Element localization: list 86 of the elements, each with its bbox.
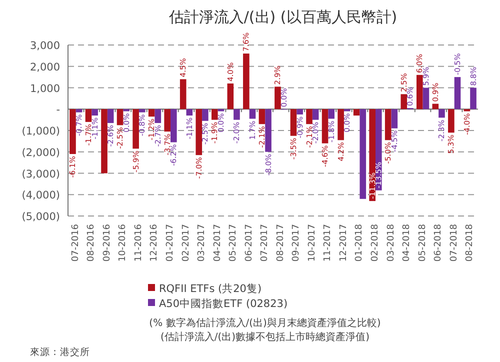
bar	[92, 109, 98, 116]
bar	[116, 109, 124, 126]
bar	[438, 109, 445, 118]
x-tick-label: 08-2017	[276, 224, 286, 262]
bar	[376, 109, 382, 190]
chart-title: 估計淨流入/(出) (以百萬人民幣計)	[168, 8, 398, 26]
text: (% 數字為估計淨流入/(出)與月末總資產淨值之比較)	[149, 317, 381, 329]
legend-label: A50中國指數ETF (02823)	[159, 297, 288, 310]
bar	[391, 109, 398, 128]
bar	[212, 109, 218, 120]
y-tick-label: (4,000)	[22, 190, 60, 202]
bar	[290, 109, 297, 136]
bar	[296, 109, 303, 114]
x-tick-label: 01-2017	[166, 224, 176, 262]
bar	[306, 109, 312, 124]
bar	[164, 109, 170, 132]
y-tick-label: 2,000	[30, 61, 60, 74]
bar	[132, 109, 139, 149]
bar	[258, 109, 266, 124]
bar	[400, 94, 408, 110]
x-tick-label: 06-2018	[434, 224, 444, 262]
x-tick-label: 07-2018	[449, 224, 460, 262]
y-tick-label: (1,000)	[22, 126, 60, 138]
x-tick-label: 04-2017	[212, 224, 223, 262]
bar	[454, 77, 461, 110]
x-tick-label: 07-2017	[260, 224, 270, 262]
bar	[384, 109, 392, 140]
legend-label: RQFII ETFs (共20隻)	[159, 282, 262, 295]
x-tick-label: 05-2017	[228, 224, 239, 262]
x-tick-label: 09-2017	[292, 224, 302, 262]
bar	[85, 109, 92, 122]
bar	[227, 83, 234, 110]
bar	[416, 74, 423, 110]
x-tick-label: 04-2018	[402, 224, 412, 262]
bar	[249, 109, 256, 119]
bar	[422, 88, 430, 110]
x-tick-label: 07-2016	[70, 224, 81, 262]
y-tick-label: (2,000)	[22, 146, 60, 159]
bar	[170, 109, 177, 142]
y-tick-label: 3,000	[30, 40, 60, 52]
x-tick-label: 10-2016	[118, 224, 128, 262]
x-tick-label: 11-2016	[134, 224, 144, 262]
bar	[148, 109, 155, 117]
x-tick-label: 03-2018	[386, 224, 396, 262]
bar	[107, 109, 114, 124]
bar	[274, 86, 281, 110]
bar	[369, 109, 376, 202]
x-tick-label: 10-2017	[307, 224, 318, 262]
bar	[70, 109, 76, 154]
bar	[186, 109, 193, 116]
x-tick-label: 05-2018	[418, 224, 428, 262]
bar	[154, 109, 162, 124]
x-tick-label: 02-2017	[181, 224, 192, 262]
bar	[243, 54, 250, 110]
bar	[234, 109, 240, 120]
x-tick-label: 06-2017	[244, 224, 254, 262]
bar	[202, 109, 208, 121]
y-tick-label: (3,000)	[22, 168, 60, 180]
x-tick-label: 11-2017	[323, 224, 334, 262]
bar	[448, 109, 454, 133]
bar	[101, 109, 108, 174]
bar	[338, 109, 344, 140]
y-tick-label: 1,000	[30, 82, 60, 95]
x-tick-label: 12-2017	[338, 224, 349, 262]
x-tick-label: 01-2018	[354, 224, 365, 262]
bar	[76, 109, 82, 112]
x-tick-label: 03-2017	[197, 224, 208, 262]
bar	[470, 88, 476, 110]
bar	[360, 109, 366, 199]
x-tick-label: 12-2016	[150, 224, 160, 262]
x-tick-label: 08-2016	[86, 224, 97, 262]
bar	[138, 109, 146, 112]
bar	[353, 109, 360, 116]
bar	[322, 109, 328, 144]
text: 來源：港交所	[30, 346, 90, 358]
bar	[180, 79, 186, 110]
bar	[265, 109, 272, 152]
bar	[312, 109, 319, 120]
x-tick-label: 02-2018	[370, 224, 380, 262]
bar	[328, 109, 334, 119]
bar	[196, 109, 202, 156]
y-tick-label: (5,000)	[22, 211, 60, 223]
x-tick-label: 09-2016	[102, 224, 112, 262]
x-tick-label: 08-2018	[465, 224, 476, 262]
text: (估計淨流入/(出)數據不包括上市時總資產淨值)	[160, 331, 370, 343]
y-tick-label: -	[56, 104, 60, 116]
